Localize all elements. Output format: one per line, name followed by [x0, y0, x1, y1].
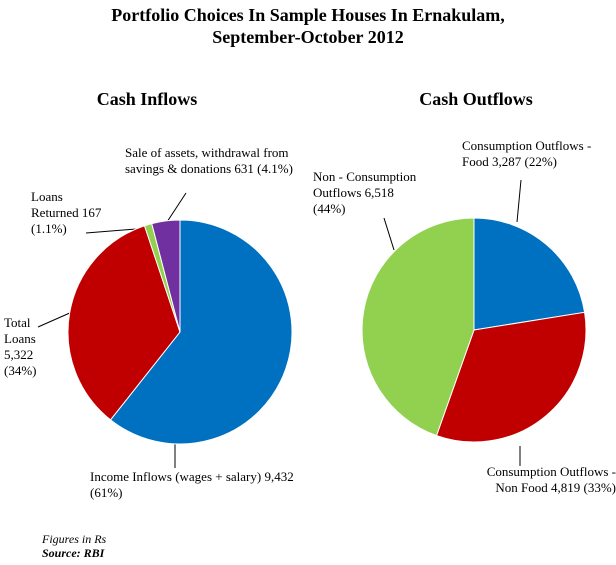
title-line: September-October 2012	[212, 27, 404, 47]
slice-label: Loans Returned 167 (1.1%)	[31, 189, 106, 237]
pie-slice	[67, 225, 181, 421]
category-label: Non - Consumption Outflows	[313, 169, 417, 200]
pie-slice	[473, 217, 586, 331]
slice-label: Sale of assets, withdrawal from savings …	[125, 145, 295, 177]
chart-title: Cash Outflows	[419, 89, 533, 109]
source: Source: RBI	[42, 546, 105, 560]
leader-line	[164, 192, 187, 226]
value-label: 631 (4.1%)	[234, 161, 293, 176]
slice-label: Income Inflows (wages + salary) 9,432 (6…	[90, 469, 320, 501]
footnote: Figures in Rs	[42, 532, 107, 546]
value-label: 4,819 (33%)	[551, 480, 616, 495]
chart-title: Cash Inflows	[96, 89, 198, 109]
pie-slice	[109, 219, 293, 445]
leader-line	[37, 311, 73, 328]
category-label: Total Loans	[4, 315, 36, 346]
slice-label: Consumption Outflows - Food 3,287 (22%)	[462, 138, 616, 170]
slice-label: Non - Consumption Outflows 6,518 (44%)	[313, 169, 423, 217]
leader-line	[383, 217, 395, 251]
slice-label: Consumption Outflows - Non Food 4,819 (3…	[462, 464, 616, 496]
pie-slice	[435, 311, 587, 443]
pie-slice	[361, 217, 475, 437]
value-label: 9,432 (61%)	[90, 469, 294, 500]
value-label: 5,322 (34%)	[4, 347, 37, 378]
category-label: Consumption Outflows - Food	[462, 138, 592, 169]
slice-label: Total Loans 5,322 (34%)	[4, 315, 46, 379]
value-label: 6,518 (44%)	[313, 185, 394, 216]
value-label: 3,287 (22%)	[491, 154, 557, 169]
category-label: Income Inflows (wages + salary)	[90, 469, 262, 484]
leader-line	[516, 179, 522, 223]
category-label: Consumption Outflows - Non Food	[486, 464, 616, 495]
title-line: Portfolio Choices In Sample Houses In Er…	[111, 5, 505, 25]
value-label: 167 (1.1%)	[31, 205, 102, 236]
category-label: Sale of assets, withdrawal from savings …	[125, 145, 289, 176]
pie-slice	[151, 219, 181, 333]
page-title: Portfolio Choices In Sample Houses In Er…	[0, 4, 616, 48]
category-label: Loans Returned	[31, 189, 79, 220]
